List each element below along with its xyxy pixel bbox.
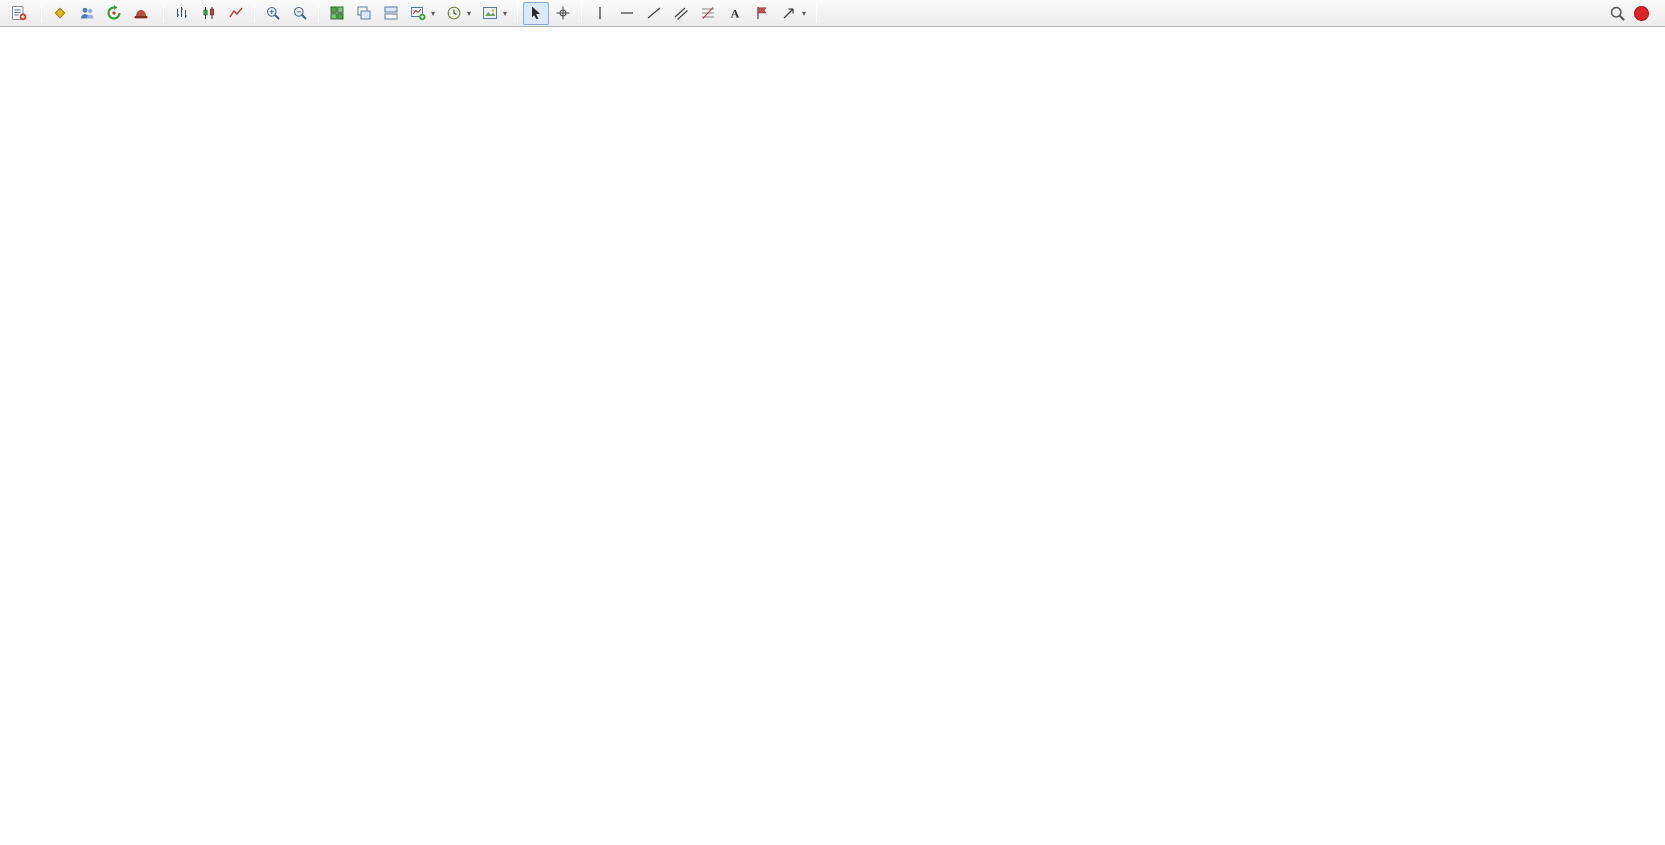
text-tool-button[interactable]: A (722, 2, 748, 25)
channel-icon (674, 7, 688, 20)
fibonacci-tool-button[interactable] (695, 2, 721, 25)
notification-badge[interactable] (1634, 5, 1649, 21)
navigator-icon (107, 5, 121, 20)
channel-tool-button[interactable] (668, 2, 694, 25)
new-chart-button[interactable]: ▾ (405, 2, 440, 25)
cursor-button[interactable] (523, 1, 550, 25)
fibonacci-icon (702, 7, 715, 19)
toolbar-right-group (1609, 5, 1659, 22)
template-icon (483, 7, 498, 19)
label-tool-button[interactable] (749, 2, 775, 25)
tile-windows-icon (330, 6, 344, 20)
market-watch-button[interactable] (47, 2, 73, 25)
cascade-windows-button[interactable] (351, 2, 377, 25)
horizontal-line-icon (621, 12, 634, 14)
accounts-icon (81, 7, 94, 19)
horizontal-line-tool-button[interactable] (614, 2, 640, 25)
clock-icon (447, 6, 461, 20)
cursor-icon (532, 6, 541, 20)
crosshair-button[interactable] (550, 2, 576, 25)
trendline-icon (647, 7, 661, 19)
zoom-out-icon (294, 7, 307, 20)
template-dropdown-icon[interactable]: ▾ (503, 8, 508, 18)
line-chart-button[interactable] (223, 2, 249, 25)
vertical-line-icon (599, 7, 601, 19)
bar-chart-icon (177, 7, 187, 18)
toolbar-separator (517, 3, 519, 23)
toolbar-separator (254, 3, 255, 23)
new-order-button[interactable] (6, 2, 36, 25)
new-chart-icon (411, 7, 426, 21)
navigator-button[interactable] (101, 2, 127, 25)
chart-header (17, 31, 27, 43)
toolbar-separator (41, 3, 42, 23)
new-chart-dropdown-icon[interactable]: ▾ (431, 8, 436, 18)
trendline-tool-button[interactable] (641, 2, 667, 25)
vertical-line-tool-button[interactable] (587, 2, 613, 25)
tile-windows-button[interactable] (324, 2, 350, 25)
line-chart-icon (229, 7, 243, 18)
arrange-windows-icon (384, 6, 398, 20)
arrange-windows-button[interactable] (378, 2, 404, 25)
period-dropdown-icon[interactable]: ▾ (467, 8, 472, 18)
main-toolbar: ▾ ▾ ▾ A ▾ (0, 0, 1665, 27)
text-icon: A (731, 7, 740, 21)
search-icon[interactable] (1609, 5, 1626, 22)
arrows-dropdown-icon[interactable]: ▾ (802, 8, 807, 18)
candlestick-chart-button[interactable] (196, 2, 222, 25)
auto-trading-button[interactable] (128, 2, 158, 25)
new-order-icon (12, 6, 27, 21)
market-watch-icon (54, 7, 66, 19)
toolbar-separator (318, 3, 319, 23)
template-button[interactable]: ▾ (477, 2, 512, 25)
label-flag-icon (757, 7, 767, 19)
accounts-button[interactable] (74, 2, 100, 25)
chart-canvas[interactable] (0, 27, 1665, 845)
toolbar-separator (581, 3, 583, 23)
auto-trading-icon (134, 10, 148, 19)
zoom-out-button[interactable] (287, 2, 313, 25)
toolbar-separator (816, 3, 818, 23)
bar-chart-button[interactable] (169, 2, 195, 25)
crosshair-icon (556, 6, 570, 20)
period-clock-button[interactable]: ▾ (441, 2, 476, 25)
zoom-in-icon (267, 7, 280, 20)
candlestick-chart-icon (203, 7, 214, 19)
cascade-windows-icon (357, 6, 371, 20)
toolbar-separator (163, 3, 164, 23)
arrow-shape-icon (783, 8, 794, 19)
arrows-tool-button[interactable]: ▾ (776, 2, 811, 25)
zoom-in-button[interactable] (260, 2, 286, 25)
svg-text:A: A (731, 7, 740, 21)
